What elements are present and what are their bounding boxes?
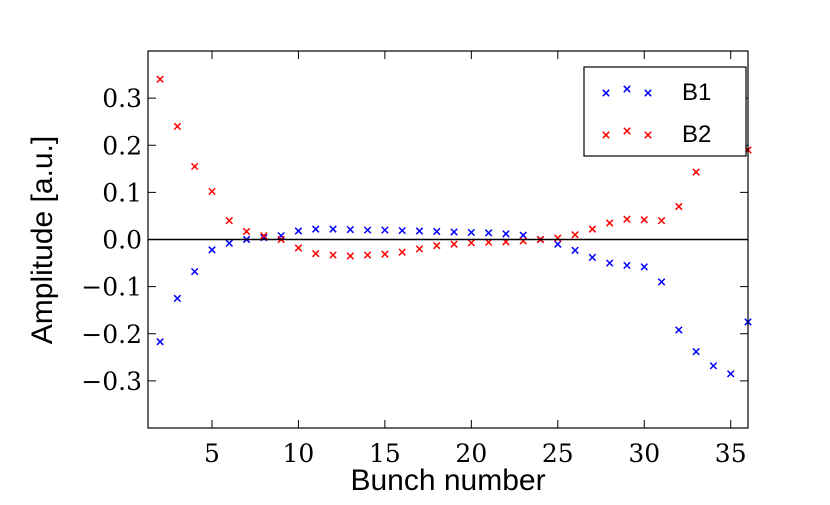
data-point [571, 231, 579, 239]
data-point [294, 227, 303, 235]
y-tick-label: 0.3 [102, 84, 142, 113]
data-point [225, 216, 233, 225]
data-point [294, 244, 303, 252]
data-point [726, 370, 735, 378]
data-point [605, 219, 614, 227]
data-point [640, 215, 648, 224]
data-point [173, 294, 182, 303]
y-tick-label: 0.2 [102, 131, 142, 160]
legend-box [583, 66, 747, 157]
data-point [502, 230, 510, 238]
data-point [398, 248, 406, 256]
legend-marker [623, 127, 631, 135]
data-point [190, 162, 199, 171]
y-tick-label: −0.3 [81, 367, 142, 396]
legend-marker [644, 131, 652, 139]
x-tick-label: 30 [628, 439, 660, 468]
data-point [467, 239, 476, 247]
legend-marker [602, 89, 610, 97]
y-tick-label: −0.1 [81, 273, 142, 302]
x-tick-label: 5 [204, 439, 220, 468]
data-point [605, 259, 614, 267]
legend: B1 B2 [583, 66, 747, 157]
data-point [450, 228, 458, 236]
data-point [657, 278, 666, 286]
legend-marker [623, 85, 631, 93]
data-point [709, 362, 718, 370]
data-point [467, 228, 476, 237]
data-point [381, 226, 389, 234]
legend-item-b1: B1 [602, 79, 711, 106]
data-point [675, 326, 683, 334]
data-point [450, 240, 458, 248]
y-tick-label: −0.2 [81, 320, 142, 349]
data-point [208, 187, 216, 196]
data-point [588, 253, 597, 262]
y-tick-label: 0.0 [102, 226, 142, 255]
legend-marker [644, 89, 652, 97]
data-point [363, 226, 372, 234]
data-point [363, 251, 372, 259]
x-tick-label: 20 [455, 439, 487, 468]
data-point [311, 249, 320, 258]
data-point [242, 227, 251, 236]
data-point [415, 245, 424, 253]
data-point [346, 225, 355, 234]
series-b1 [156, 225, 752, 378]
data-point [519, 231, 527, 239]
x-tick-label: 25 [542, 439, 574, 468]
legend-item-b2: B2 [602, 121, 711, 148]
data-point [692, 347, 700, 356]
data-point [329, 225, 337, 233]
data-point [433, 241, 441, 250]
x-tick-label: 15 [369, 439, 401, 468]
x-tick-label: 35 [715, 439, 747, 468]
data-point [346, 252, 355, 260]
legend-label: B1 [682, 79, 711, 106]
data-point [398, 226, 406, 235]
data-point [415, 227, 424, 235]
data-point [156, 338, 164, 346]
data-point [657, 216, 666, 225]
data-point [190, 267, 199, 276]
data-point [588, 225, 597, 233]
data-point [329, 251, 337, 259]
data-point [208, 246, 216, 254]
data-point [260, 231, 268, 240]
data-point [675, 202, 683, 211]
y-axis-label: Amplitude [a.u.] [26, 136, 59, 344]
x-axis-label: Bunch number [350, 464, 545, 497]
legend-label: B2 [682, 121, 711, 148]
data-point [173, 122, 182, 131]
data-point [433, 227, 441, 236]
data-point [484, 229, 493, 237]
y-tick-label: 0.1 [102, 178, 142, 207]
data-point [623, 215, 631, 223]
data-point [225, 239, 233, 248]
data-point [623, 261, 631, 270]
y-axis: 0.3 0.2 0.1 0.0 −0.1 −0.2 −0.3 [81, 84, 748, 396]
x-tick-label: 10 [283, 439, 315, 468]
data-point [311, 225, 320, 233]
x-axis: 5 10 15 20 25 30 35 [204, 51, 747, 468]
data-point [571, 246, 579, 255]
data-point [692, 168, 700, 176]
data-point [554, 240, 562, 248]
data-point [381, 250, 389, 258]
data-point [156, 75, 164, 84]
data-point [640, 263, 648, 271]
legend-marker [602, 131, 610, 139]
